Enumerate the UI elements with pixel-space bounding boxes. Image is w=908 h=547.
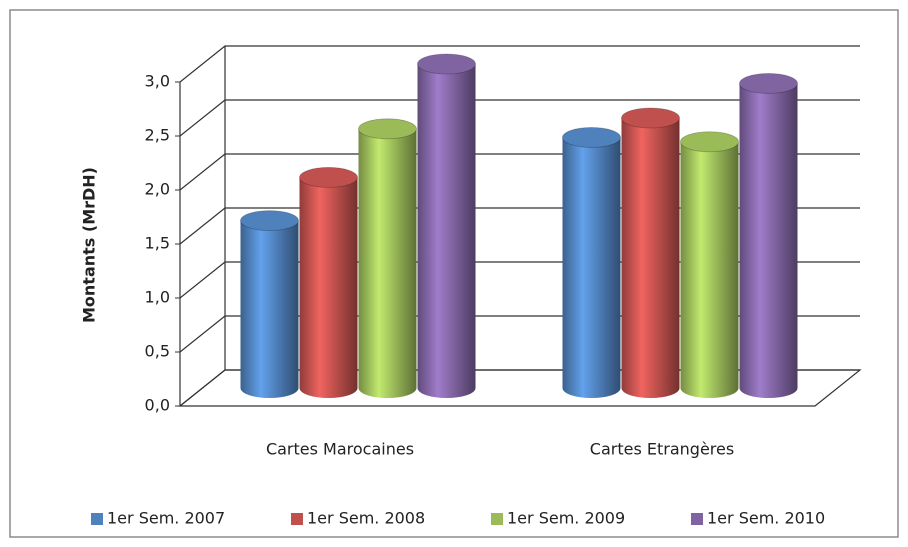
legend-label: 1er Sem. 2009 (507, 509, 625, 528)
bar (358, 128, 417, 399)
bar (680, 141, 739, 398)
bar-top (621, 107, 680, 129)
grid-line (179, 45, 860, 83)
y-tick-label: 0,5 (145, 342, 170, 361)
y-tick-label: 2,5 (145, 126, 170, 145)
legend-label: 1er Sem. 2008 (307, 509, 425, 528)
y-axis-title: Montants (MrDH) (80, 167, 99, 323)
bar-top (680, 131, 739, 153)
bar (739, 83, 798, 398)
x-tick-label: Cartes Marocaines (266, 440, 414, 459)
grid-line (179, 99, 860, 137)
legend-swatch (91, 513, 103, 525)
bar-top (739, 73, 798, 94)
bar-top (240, 210, 299, 232)
legend-label: 1er Sem. 2010 (707, 509, 825, 528)
x-tick-label: Cartes Etrangères (590, 440, 734, 459)
bar-top (299, 166, 358, 188)
legend-swatch (491, 513, 503, 525)
y-tick-label: 3,0 (145, 72, 170, 91)
bar (299, 177, 358, 398)
y-tick-label: 1,0 (145, 288, 170, 307)
legend-swatch (691, 513, 703, 525)
bar (417, 64, 476, 398)
legend-swatch (291, 513, 303, 525)
y-tick-label: 1,5 (145, 234, 170, 253)
bar-top (417, 53, 476, 75)
bar (562, 137, 621, 398)
legend-label: 1er Sem. 2007 (107, 509, 225, 528)
bar-top (562, 127, 621, 148)
bar (240, 220, 299, 398)
bar-top (358, 118, 417, 140)
y-tick-label: 0,0 (145, 396, 170, 415)
bar (621, 118, 680, 398)
y-tick-label: 2,0 (145, 180, 170, 199)
